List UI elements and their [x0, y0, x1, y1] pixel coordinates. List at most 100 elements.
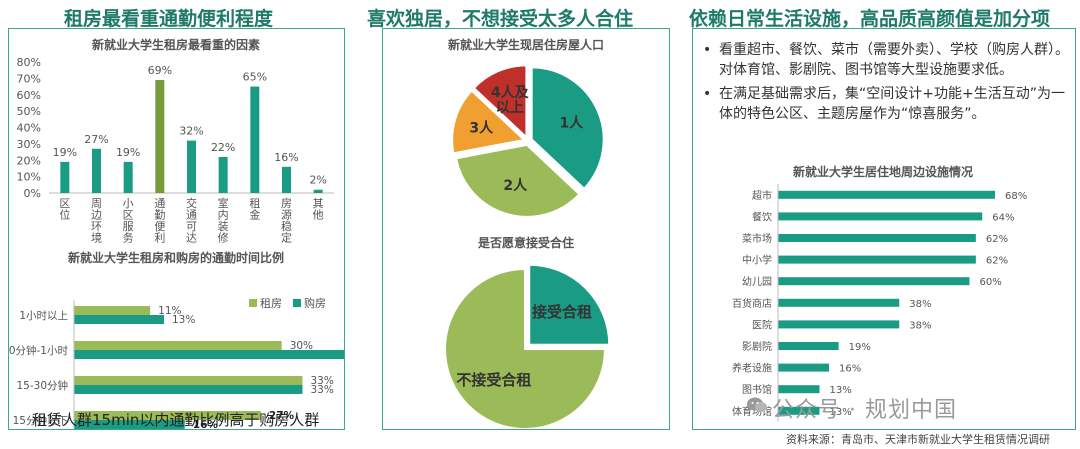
- data-label: 62%: [986, 234, 1008, 245]
- bar: [123, 161, 133, 193]
- bar: [74, 385, 303, 394]
- y-tick-label: 中小学: [742, 254, 772, 267]
- slice-label: 3人: [469, 119, 494, 136]
- bar: [778, 212, 983, 221]
- bar: [778, 234, 976, 242]
- bar: [282, 166, 291, 193]
- data-label: 13%: [829, 407, 851, 418]
- y-tick-label: 餐饮: [752, 210, 772, 223]
- x-tick-label: 周边环境: [91, 197, 102, 244]
- bar: [778, 255, 976, 264]
- data-label: 30%: [290, 340, 313, 352]
- data-label: 22%: [211, 141, 235, 154]
- middle-panel: 新就业大学生现居住房屋人口 1人 2人 3人 4人及以上 是否愿意接受合住 接受合租 不接受…: [382, 28, 670, 430]
- left-section-title: 租房最看重通勤便利程度: [64, 8, 274, 30]
- bar: [218, 156, 228, 193]
- data-label: 27%: [84, 133, 108, 146]
- slice-label: 4人及以上: [491, 84, 530, 116]
- middle-section-title: 喜欢独居，不想接受太多人合住: [367, 8, 634, 30]
- y-tick-label: 40%: [17, 122, 41, 135]
- legend-label: 租房: [260, 297, 282, 310]
- x-tick-label: 小区服务和设施: [123, 197, 134, 244]
- pie-slice: [454, 143, 581, 218]
- chart-title: 新就业大学生现居住房屋人口: [448, 37, 604, 52]
- bullet-list: 看重超市、餐饮、菜市（需要外卖）、学校（购房人群）。对体育馆、影剧院、图书馆等大…: [703, 40, 1071, 128]
- bar: [250, 86, 260, 193]
- slice-label: 2人: [503, 177, 528, 194]
- data-label: 16%: [839, 364, 861, 375]
- x-tick-label: 通勤便利: [154, 197, 165, 244]
- y-tick-label: 30%: [17, 138, 41, 151]
- bar: [92, 148, 101, 193]
- y-tick-label: 20%: [17, 154, 41, 167]
- y-tick-label: 幼儿园: [742, 275, 772, 288]
- bar: [74, 376, 303, 385]
- y-tick-label: 养老设施: [732, 362, 772, 375]
- data-label: 64%: [992, 212, 1014, 223]
- bar: [778, 298, 900, 307]
- y-tick-label: 影剧院: [742, 340, 772, 353]
- y-tick-label: 15分钟以下: [13, 414, 68, 427]
- y-tick-label: 80%: [17, 56, 41, 69]
- y-tick-label: 图书馆: [742, 383, 772, 396]
- y-tick-label: 菜市场: [742, 232, 772, 245]
- left-caption: 租赁人群15min以内通勤比例高于购房人群: [32, 411, 320, 429]
- y-tick-label: 50%: [17, 105, 41, 118]
- legend-swatch: [293, 299, 301, 307]
- slice-label: 接受合租: [532, 303, 592, 321]
- data-label: 13%: [829, 385, 851, 396]
- y-tick-label: 超市: [752, 189, 772, 202]
- legend-swatch: [249, 299, 257, 307]
- source-note: 资料来源：青岛市、天津市新就业大学生租赁情况调研: [786, 433, 1050, 446]
- chart-title: 新就业大学生租房和购房的通勤时间比例: [68, 250, 284, 265]
- bar: [60, 161, 70, 193]
- data-label: 32%: [179, 125, 203, 138]
- pie-slice: [451, 89, 527, 155]
- y-tick-label: 10%: [17, 171, 41, 184]
- data-label: 16%: [274, 151, 298, 164]
- y-tick-label: 0%: [24, 187, 41, 200]
- bar: [778, 277, 970, 286]
- slice-label: 1人: [559, 114, 584, 131]
- bar: [74, 411, 261, 420]
- bar: [74, 420, 185, 429]
- bar: [74, 341, 282, 350]
- bar: [74, 306, 151, 315]
- data-label: 2%: [309, 174, 326, 187]
- bar: [778, 363, 830, 372]
- legend-label: 购房: [304, 296, 326, 310]
- x-tick-label: 区位: [59, 197, 70, 222]
- data-label: 13%: [172, 314, 195, 326]
- x-tick-label: 交通可达性: [186, 196, 197, 244]
- data-label: 69%: [148, 64, 172, 77]
- data-label: 65%: [243, 71, 267, 84]
- watermark-text: 公众号 · 规划中国: [772, 398, 957, 423]
- data-label: 38%: [909, 299, 931, 310]
- bullet-item: 看重超市、餐饮、菜市（需要外卖）、学校（购房人群）。对体育馆、影剧院、图书馆等大…: [703, 40, 1071, 80]
- right-section-title: 依赖日常生活设施，高品质高颜值是加分项: [689, 8, 1051, 30]
- household-pie: 新就业大学生现居住房屋人口 1人 2人 3人 4人及以上: [448, 37, 605, 218]
- x-tick-label: 其他: [313, 197, 324, 222]
- y-tick-label: 30分钟-1小时: [9, 344, 68, 357]
- pie-slice: [530, 66, 605, 191]
- chart-title: 新就业大学生居住地周边设施情况: [793, 164, 973, 179]
- data-label: 16%: [193, 419, 219, 429]
- pie-slice: [528, 263, 611, 346]
- bar: [778, 406, 820, 415]
- y-tick-label: 60%: [17, 89, 41, 102]
- slice-label: 不接受合租: [456, 371, 531, 389]
- data-label: 19%: [849, 342, 871, 353]
- y-tick-label: 医院: [752, 318, 772, 331]
- y-tick-label: 70%: [17, 72, 41, 85]
- data-label: 19%: [53, 146, 77, 159]
- bullet-item: 在满足基础需求后，集“空间设计+功能+生活互动”为一体的特色公区、主题房屋作为“…: [703, 84, 1071, 124]
- data-label: 33%: [310, 384, 333, 396]
- y-tick-label: 1小时以上: [19, 310, 68, 322]
- x-tick-label: 室内装修: [218, 196, 229, 244]
- bar: [778, 320, 900, 329]
- bar: [74, 350, 344, 359]
- data-label: 33%: [310, 375, 333, 387]
